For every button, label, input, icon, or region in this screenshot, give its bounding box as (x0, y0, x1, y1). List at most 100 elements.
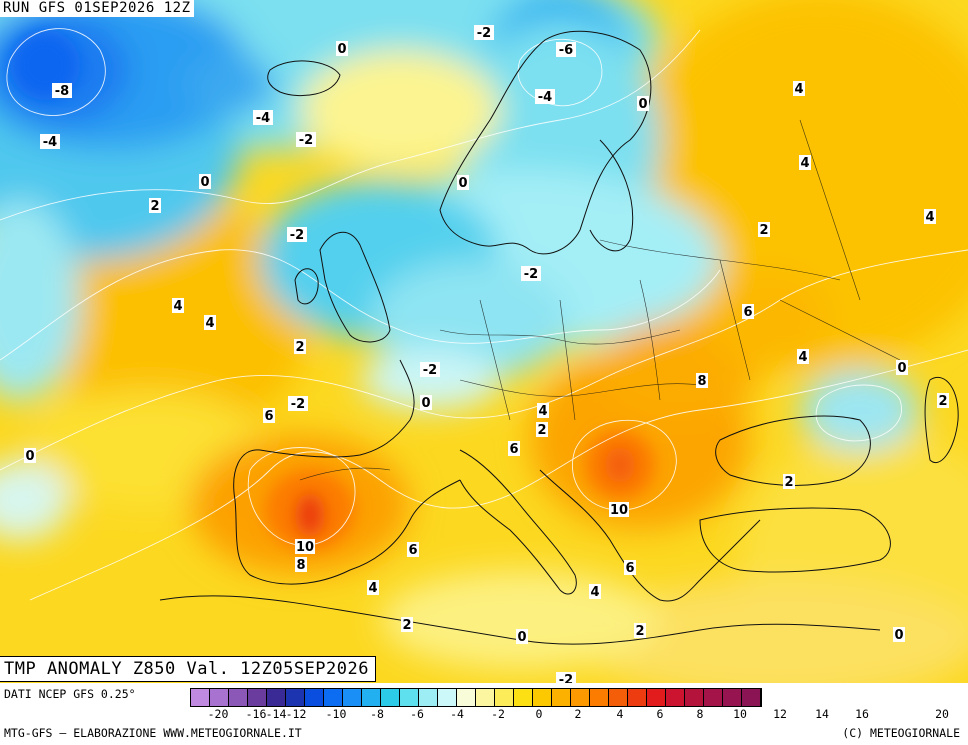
scale-swatch (704, 689, 723, 706)
scale-swatch (571, 689, 590, 706)
scale-tick-label: 6 (656, 707, 664, 721)
scale-swatch (609, 689, 628, 706)
contour-label: 0 (25, 449, 34, 464)
contour-label-bg (937, 393, 949, 408)
contour-labels: 0 -2 -6 -8 -4 4 -4 -2 -4 0 4 0 0 2 4 2 -2 -2 4 4 6 2 4 -2 8 0 0 -2 2… (24, 25, 949, 683)
scale-swatch (419, 689, 438, 706)
contour-label: 4 (538, 404, 547, 419)
isotherm-lines (0, 28, 968, 601)
color-scale-bar (190, 688, 762, 707)
anomaly-hotspots (10, 30, 655, 550)
contour-label-bg (799, 155, 811, 170)
scale-swatch (400, 689, 419, 706)
scale-swatch (438, 689, 457, 706)
contour-label-bg (556, 672, 576, 683)
scale-swatch (191, 689, 210, 706)
credit-copyright: (C) METEOGIORNALE (842, 726, 960, 740)
scale-swatch (362, 689, 381, 706)
contour-label: -4 (256, 111, 270, 126)
contour-label-bg (336, 41, 348, 56)
contour-label: 4 (590, 585, 599, 600)
scale-tick-label: 20 (935, 707, 949, 721)
contour-label-bg (199, 174, 211, 189)
contour-label: 6 (743, 305, 752, 320)
contour-label-bg (896, 360, 908, 375)
contour-label-bg (797, 349, 809, 364)
contour-label: 6 (264, 409, 273, 424)
scale-swatch (742, 689, 761, 706)
scale-swatch (590, 689, 609, 706)
anomaly-color-field (0, 0, 968, 683)
contour-label: 0 (638, 97, 647, 112)
contour-label-bg (924, 209, 936, 224)
contour-label-bg (420, 395, 432, 410)
contour-label: -4 (43, 135, 57, 150)
contour-label-bg (149, 198, 161, 213)
scale-tick-label: -20 (207, 707, 229, 721)
scale-tick-label: 12 (773, 707, 787, 721)
contour-label-bg (624, 560, 636, 575)
contour-label: 4 (368, 581, 377, 596)
contour-label-bg (783, 474, 795, 489)
contour-label: 2 (784, 475, 793, 490)
scale-tick-label: -8 (370, 707, 384, 721)
scale-tick-label: -10 (325, 707, 347, 721)
contour-label-bg (52, 83, 72, 98)
run-title: RUN GFS 01SEP2026 12Z (0, 0, 194, 17)
contour-label: 10 (610, 503, 628, 518)
contour-label-bg (536, 422, 548, 437)
contour-label: 4 (925, 210, 934, 225)
scale-swatch (324, 689, 343, 706)
contour-label: 0 (517, 630, 526, 645)
scale-swatch (229, 689, 248, 706)
contour-label-bg (296, 132, 316, 147)
scale-swatch (533, 689, 552, 706)
color-scale-ticks: -20 -16 -14 -12 -10 -8 -6 -4 -2 0 2 4 6 8 10 12 14 16 20 (190, 707, 968, 723)
contour-label-bg (556, 42, 576, 57)
contour-label: -8 (55, 84, 69, 99)
contour-label: 0 (337, 42, 346, 57)
contour-label-bg (367, 580, 379, 595)
scale-tick-label: 4 (616, 707, 624, 721)
credit-elaboration: MTG-GFS – ELABORAZIONE WWW.METEOGIORNALE… (4, 726, 302, 740)
scale-tick-label: -14 (265, 707, 287, 721)
contour-label-bg (420, 362, 440, 377)
contour-label-bg (508, 441, 520, 456)
scale-swatch (286, 689, 305, 706)
contour-label: 2 (295, 340, 304, 355)
contour-label: -2 (559, 673, 573, 683)
contour-label: 8 (697, 374, 706, 389)
contour-label: 4 (798, 350, 807, 365)
scale-tick-label: -6 (410, 707, 424, 721)
contour-label: 0 (897, 361, 906, 376)
contour-label: -2 (290, 228, 304, 243)
contour-label-bg (634, 623, 646, 638)
scale-swatch (685, 689, 704, 706)
contour-label-bg (637, 96, 649, 111)
scale-swatch (666, 689, 685, 706)
contour-label-bg (204, 315, 216, 330)
contour-label-bg (537, 403, 549, 418)
contour-label-bg (893, 627, 905, 642)
contour-label-bg (288, 396, 308, 411)
scale-tick-label: -2 (491, 707, 505, 721)
scale-swatch (343, 689, 362, 706)
scale-swatch (495, 689, 514, 706)
contour-label: 6 (408, 543, 417, 558)
contour-label-bg (521, 266, 541, 281)
contour-label: 10 (296, 540, 314, 555)
country-borders (299, 119, 901, 481)
contour-label-bg (253, 110, 273, 125)
contour-label-bg (287, 227, 307, 242)
contour-label: 6 (625, 561, 634, 576)
contour-label: -2 (299, 133, 313, 148)
contour-label: 4 (800, 156, 809, 171)
contour-label-bg (24, 448, 36, 463)
map-title: TMP ANOMALY Z850 Val. 12Z05SEP2026 (0, 656, 376, 682)
scale-swatch (476, 689, 495, 706)
contour-label-bg (172, 298, 184, 313)
contour-label-bg (793, 81, 805, 96)
contour-label-bg (742, 304, 754, 319)
scale-swatch (457, 689, 476, 706)
contour-label: 2 (402, 618, 411, 633)
